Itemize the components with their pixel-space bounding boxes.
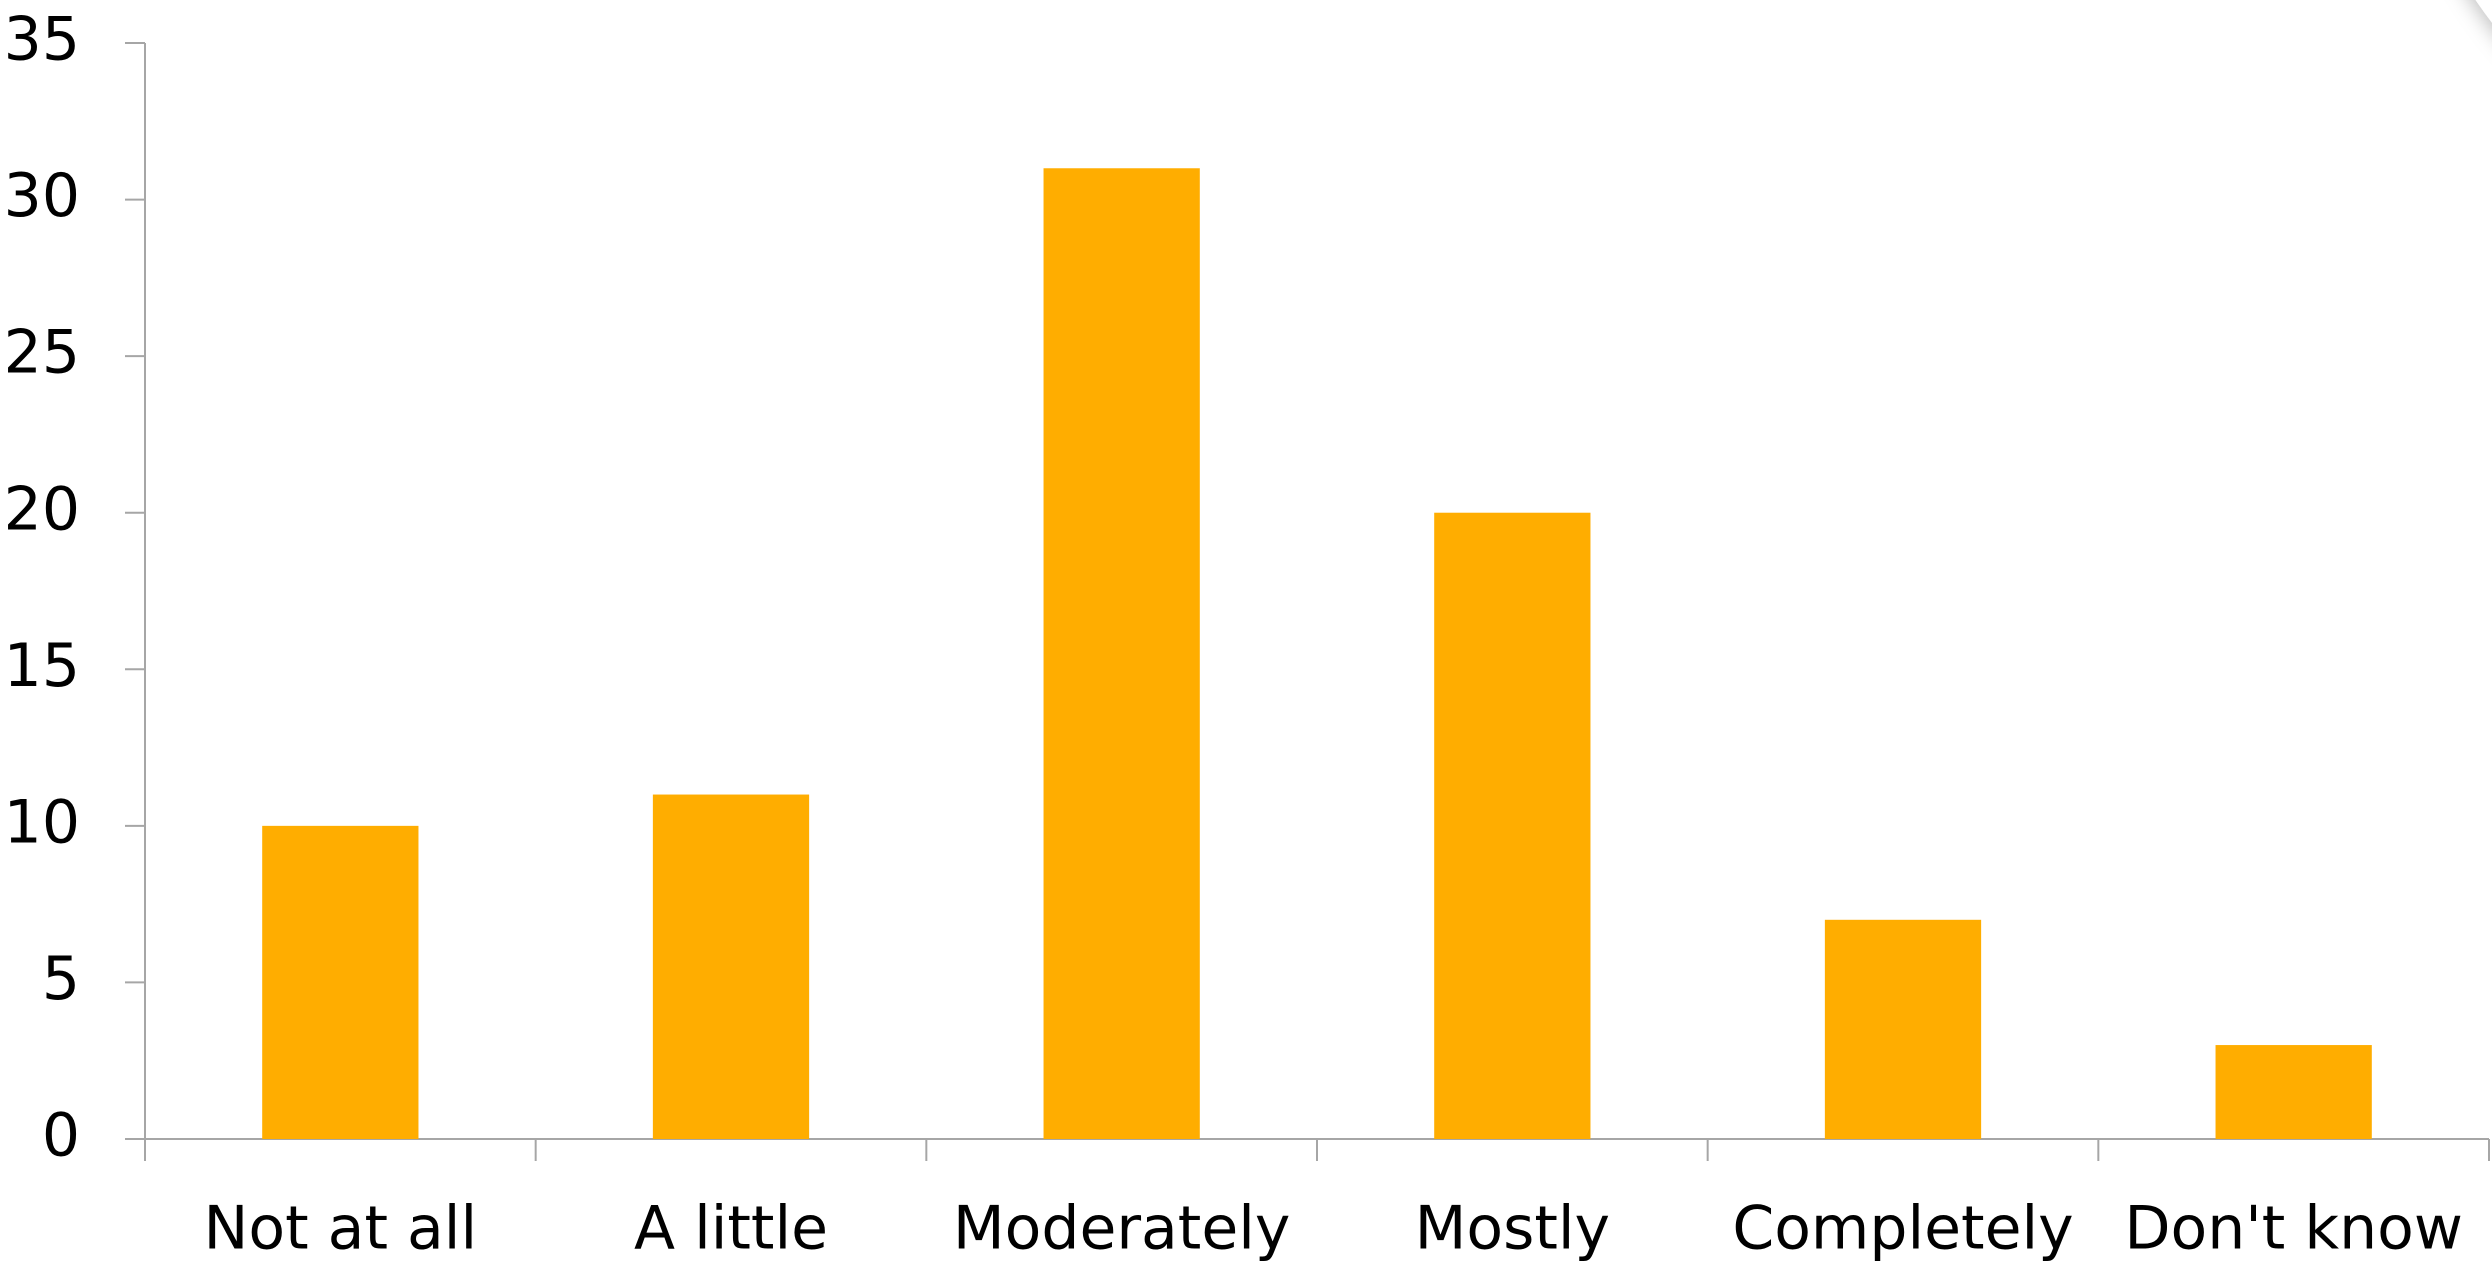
decoration [2475, 0, 2492, 23]
y-tick-label: 35 [4, 5, 80, 75]
bar [1824, 919, 1982, 1139]
bar [2215, 1045, 2372, 1139]
bar [262, 825, 419, 1139]
bar [1434, 512, 1591, 1139]
x-tick-label: Mostly [1415, 1194, 1610, 1264]
y-tick-label: 15 [4, 631, 80, 701]
y-tick-label: 20 [4, 474, 80, 544]
y-tick-label: 10 [4, 787, 80, 857]
x-tick-label: Not at all [203, 1194, 477, 1264]
y-tick-label: 25 [4, 318, 80, 388]
y-tick-label: 30 [4, 161, 80, 231]
x-tick-label: Don't know [2124, 1194, 2463, 1264]
x-tick-label: Moderately [953, 1194, 1291, 1264]
x-tick-label: A little [634, 1194, 828, 1264]
bar [1043, 168, 1200, 1139]
y-tick-label: 5 [42, 944, 80, 1014]
y-tick-label: 0 [42, 1101, 80, 1171]
bar [652, 794, 810, 1139]
x-tick-label: Completely [1732, 1194, 2073, 1264]
